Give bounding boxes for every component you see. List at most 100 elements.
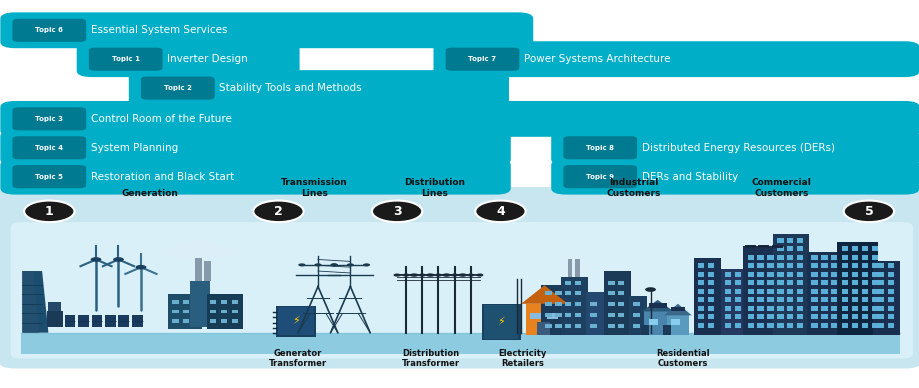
Bar <box>887 314 893 319</box>
Bar <box>877 306 883 311</box>
Bar <box>643 312 671 334</box>
Bar <box>567 260 572 277</box>
Bar <box>564 313 571 317</box>
Bar <box>105 315 116 327</box>
Bar <box>574 313 581 317</box>
Bar <box>756 323 763 328</box>
Circle shape <box>418 274 425 277</box>
Bar <box>877 297 883 302</box>
Bar <box>724 314 731 319</box>
Circle shape <box>298 263 305 267</box>
Circle shape <box>179 240 219 257</box>
Bar <box>830 289 836 294</box>
Bar <box>877 272 883 277</box>
Bar <box>821 263 827 268</box>
Bar <box>870 306 877 311</box>
Bar <box>787 255 792 260</box>
Bar <box>830 323 836 328</box>
Bar <box>747 280 753 285</box>
Bar <box>777 289 783 294</box>
Circle shape <box>91 257 101 262</box>
Bar <box>574 291 581 295</box>
Bar <box>603 271 630 334</box>
Bar <box>545 302 551 306</box>
Bar <box>887 306 893 311</box>
FancyBboxPatch shape <box>0 159 510 194</box>
Bar <box>734 306 741 311</box>
Bar <box>830 280 836 285</box>
Bar <box>870 289 877 294</box>
Bar <box>564 324 571 328</box>
Bar <box>545 313 551 317</box>
Bar <box>821 314 827 319</box>
Bar <box>766 255 773 260</box>
Bar <box>887 297 893 302</box>
Text: Control Room of the Future: Control Room of the Future <box>91 114 232 124</box>
Circle shape <box>363 263 369 267</box>
FancyBboxPatch shape <box>141 76 214 100</box>
Circle shape <box>199 245 228 257</box>
Bar <box>195 258 202 281</box>
Bar <box>618 324 624 328</box>
FancyBboxPatch shape <box>13 136 86 159</box>
Bar <box>821 272 827 277</box>
FancyBboxPatch shape <box>562 165 636 188</box>
Bar <box>806 252 837 334</box>
Text: 3: 3 <box>392 205 401 218</box>
FancyBboxPatch shape <box>129 70 508 106</box>
Bar <box>734 289 741 294</box>
Circle shape <box>169 245 202 259</box>
Bar <box>720 269 743 334</box>
Bar <box>861 246 867 251</box>
Bar <box>172 300 178 304</box>
Text: Topic 2: Topic 2 <box>164 85 191 91</box>
Bar <box>204 262 210 281</box>
Bar <box>724 289 731 294</box>
Bar <box>821 323 827 328</box>
Bar <box>47 312 62 327</box>
Bar <box>787 314 792 319</box>
Bar <box>796 280 802 285</box>
Bar <box>851 289 857 294</box>
Bar <box>861 280 867 285</box>
Bar <box>221 319 227 323</box>
Bar <box>877 323 883 328</box>
Bar <box>877 280 883 285</box>
Text: Industrial
Customers: Industrial Customers <box>606 178 660 198</box>
Bar <box>481 304 520 340</box>
Bar <box>724 272 731 277</box>
Bar <box>574 260 579 277</box>
Bar <box>821 289 827 294</box>
Bar <box>555 313 561 317</box>
Bar <box>698 272 704 277</box>
Bar <box>190 281 210 327</box>
Bar <box>210 300 216 304</box>
Text: Topic 4: Topic 4 <box>35 145 63 151</box>
Bar <box>640 325 648 334</box>
Bar <box>119 315 130 327</box>
Bar <box>870 246 877 251</box>
Bar <box>734 272 741 277</box>
FancyBboxPatch shape <box>13 107 86 130</box>
Bar <box>756 272 763 277</box>
Bar <box>830 272 836 277</box>
Circle shape <box>113 257 124 262</box>
Circle shape <box>427 274 435 277</box>
Text: System Planning: System Planning <box>91 143 177 153</box>
Bar <box>787 306 792 311</box>
FancyBboxPatch shape <box>0 101 919 137</box>
Bar <box>870 272 877 277</box>
Bar <box>796 255 802 260</box>
Bar <box>734 297 741 302</box>
Bar <box>698 263 704 268</box>
Bar <box>724 323 731 328</box>
Bar <box>747 289 753 294</box>
Circle shape <box>476 274 482 277</box>
Bar <box>766 323 773 328</box>
Text: 2: 2 <box>274 205 282 218</box>
Bar <box>841 297 847 302</box>
Bar <box>545 324 551 328</box>
Bar <box>821 297 827 302</box>
Bar <box>232 300 238 304</box>
Bar <box>796 238 802 243</box>
